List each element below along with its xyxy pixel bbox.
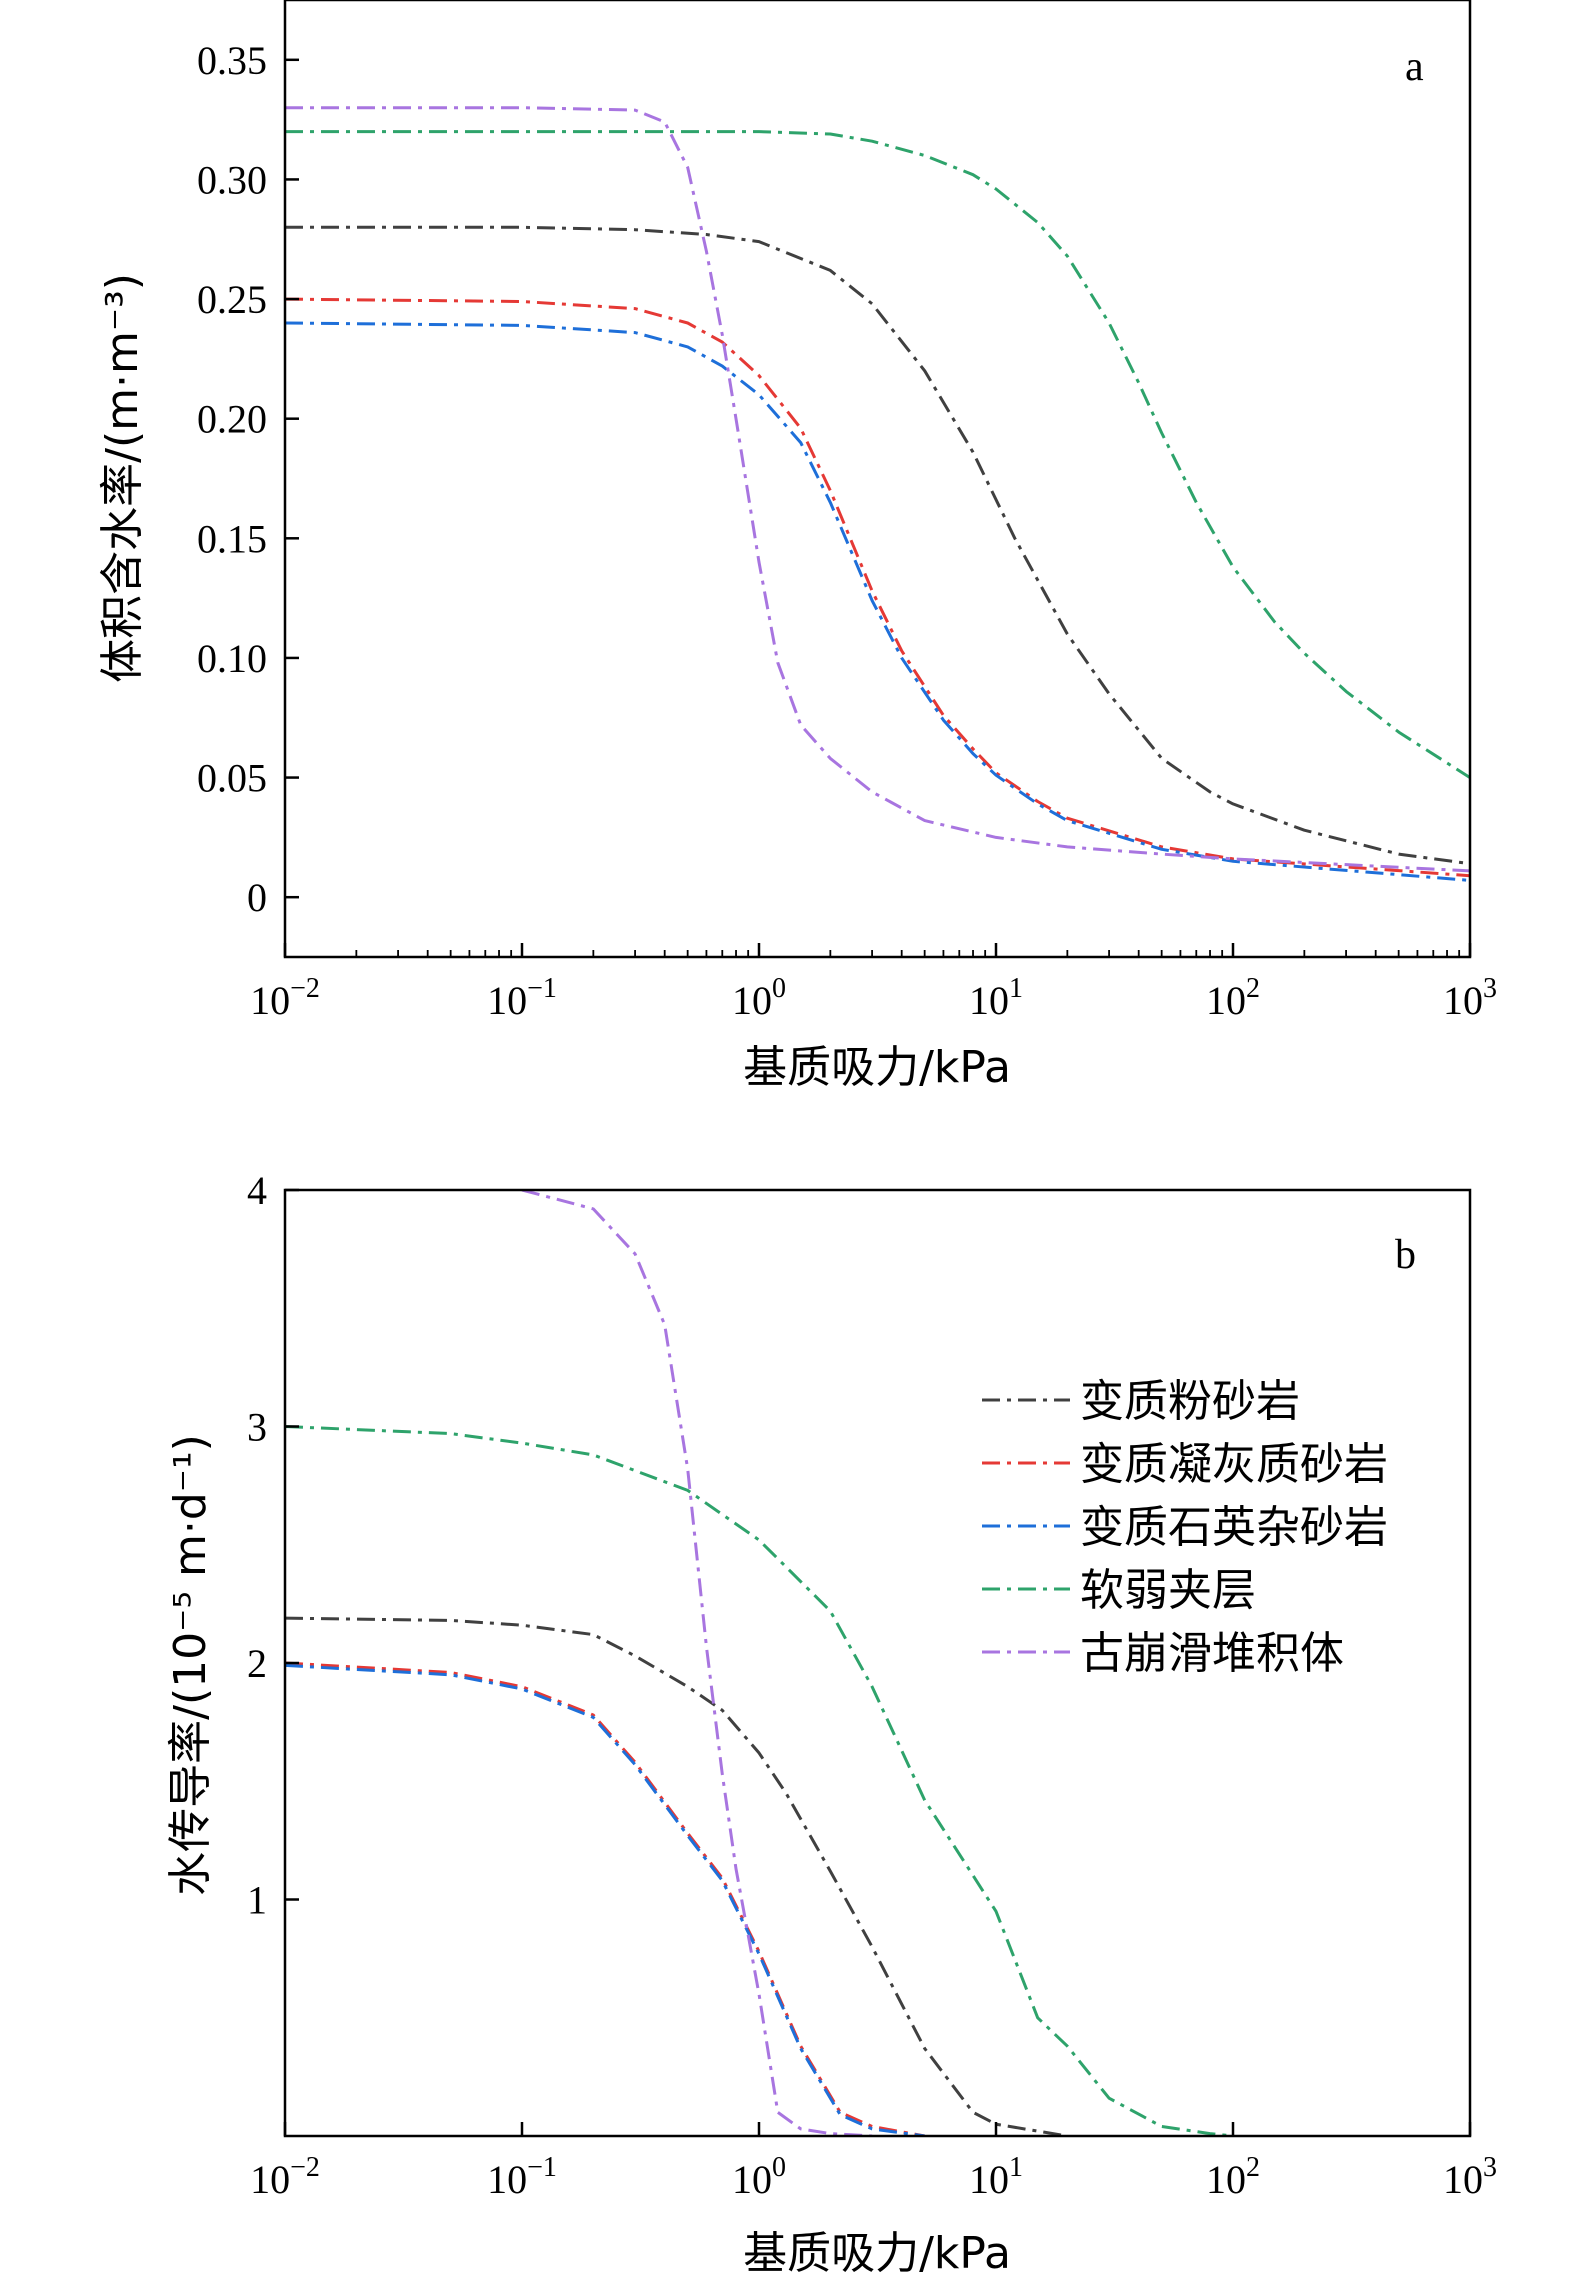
panel-a-y-tick-label-6: 0.25 [197,277,267,322]
panel-b-letter: b [1395,1232,1416,1278]
panel-a-x-tick-label-2: 10−1 [487,973,557,1023]
panel-a-letter: a [1405,44,1424,90]
panel-a-x-tick-label-5: 102 [1206,973,1260,1023]
panel-a-y-tick-label-5: 0.20 [197,397,267,442]
panel-a-y-tick-label-3: 0.10 [197,636,267,681]
panel-b-y-tick-label-1: 1 [247,1878,267,1923]
panel-a-x-tick-label-3: 100 [732,973,786,1023]
panel-a-y-tick-label-4: 0.15 [197,516,267,561]
panel-b-y-tick-label-4: 4 [247,1168,267,1213]
panel-b-x-tick-label-1: 10−2 [250,2152,320,2202]
panel-b-hydraulic-conductivity-chart: 10−2 10−1 100 101 102 103 1 2 3 4 b 基质吸力/kPa 水传导率… [165,1168,1497,2278]
panel-b-x-axis-title: 基质吸力/kPa [743,2228,1011,2278]
panel-a-y-tick-label-2: 0.05 [197,756,267,801]
panel-b-series-line-2 [285,1661,925,2136]
panel-a-water-retention-chart: 10−2 10−1 100 101 102 103 0 0.05 0.10 0.15 0.20 0.2… [97,0,1497,1093]
panel-b-series-line-5 [521,1190,873,2136]
legend-label-2: 变质凝灰质砂岩 [1080,1439,1388,1490]
panel-a-series-line-1 [285,225,1470,866]
panel-b-y-axis-title: 水传导率/(10⁻⁵ m·d⁻¹) [165,1434,216,1896]
panel-a-series-line-4 [285,130,1470,779]
panel-a-series-line-5 [285,106,1470,873]
panel-a-x-tick-label-4: 101 [969,973,1023,1023]
panel-a-x-tick-label-6: 103 [1443,973,1497,1023]
panel-a-plot-frame [283,0,1472,959]
panel-b-x-tick-label-2: 10−1 [487,2152,557,2202]
panel-a-y-axis-title: 体积含水率/(m·m⁻³) [97,273,148,683]
panel-a-y-tick-label-7: 0.30 [197,157,267,202]
panel-a-series-line-2 [285,297,1470,878]
legend-label-3: 变质石英杂砂岩 [1080,1502,1388,1553]
panel-b-x-tick-label-4: 101 [969,2152,1023,2202]
panel-b-x-tick-label-5: 102 [1206,2152,1260,2202]
panel-b-y-tick-label-2: 2 [247,1641,267,1686]
panel-a-x-axis-title: 基质吸力/kPa [743,1042,1011,1093]
panel-a-y-tick-label-8: 0.35 [197,38,267,83]
panel-a-y-tick-label-1: 0 [247,875,267,920]
panel-b-x-tick-label-6: 103 [1443,2152,1497,2202]
panel-b-series-line-1 [285,1616,1068,2136]
legend-label-5: 古崩滑堆积体 [1080,1628,1344,1679]
panel-a-series-line-3 [285,321,1470,882]
panel-b-series-line-4 [285,1425,1234,2136]
panel-b-x-tick-label-3: 100 [732,2152,786,2202]
panel-a-x-tick-label-1: 10−2 [250,973,320,1023]
legend-label-4: 软弱夹层 [1080,1565,1256,1616]
legend-label-1: 变质粉砂岩 [1080,1376,1300,1427]
panel-b-y-tick-label-3: 3 [247,1405,267,1450]
panel-b-series-line-3 [285,1663,925,2136]
